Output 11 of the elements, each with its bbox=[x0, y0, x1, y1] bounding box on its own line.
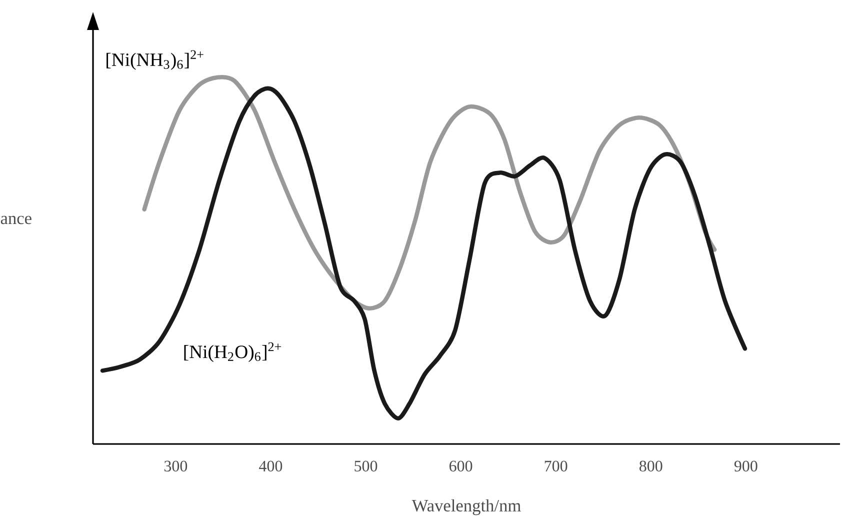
x-tick-label: 400 bbox=[259, 460, 282, 472]
x-axis-title: Wavelength/nm bbox=[412, 499, 521, 516]
x-tick-label: 700 bbox=[544, 460, 568, 472]
x-tick-label: 900 bbox=[734, 460, 758, 472]
series-label: [Ni(NH$_{3}$)$_{6}$]$^{2+}$ bbox=[106, 50, 204, 70]
x-tick-label: 500 bbox=[354, 460, 378, 472]
x-tick-label: 600 bbox=[449, 460, 472, 472]
x-tick-label: 300 bbox=[164, 460, 188, 472]
series-label: [Ni(H$_{2}$O)$_{6}$]$^{2+}$ bbox=[184, 342, 282, 362]
y-axis-title: ance bbox=[0, 216, 32, 224]
x-tick-label: 800 bbox=[639, 460, 662, 472]
